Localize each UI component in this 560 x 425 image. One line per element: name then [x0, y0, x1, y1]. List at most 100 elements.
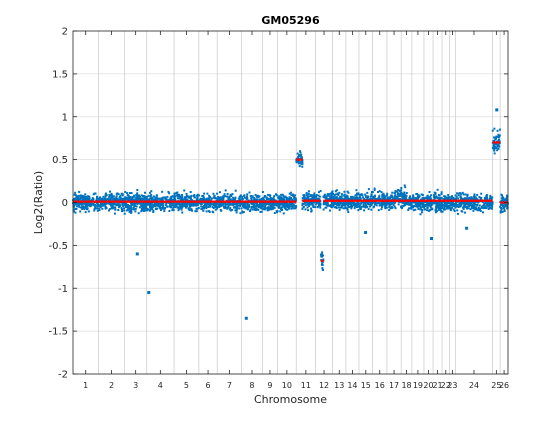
- data-point: [347, 206, 350, 209]
- data-point: [253, 208, 256, 211]
- data-point: [214, 208, 217, 211]
- data-point: [296, 161, 299, 164]
- data-point: [188, 202, 191, 205]
- data-point: [170, 204, 173, 207]
- data-point: [212, 211, 215, 214]
- data-point: [232, 196, 235, 199]
- data-point: [142, 198, 145, 201]
- data-point: [434, 211, 437, 214]
- y-tick-label: -1.5: [48, 327, 68, 338]
- data-point: [135, 194, 138, 197]
- data-point: [421, 198, 424, 201]
- data-point: [163, 210, 166, 213]
- data-point: [453, 204, 456, 207]
- data-point: [288, 206, 291, 209]
- data-point: [86, 207, 89, 210]
- data-point: [196, 202, 199, 205]
- data-point: [293, 204, 296, 207]
- data-point: [429, 206, 432, 209]
- data-point: [155, 208, 158, 211]
- data-point: [287, 199, 290, 202]
- data-point: [497, 135, 500, 138]
- data-point: [172, 198, 175, 201]
- y-tick-label: 2: [62, 27, 68, 38]
- data-point: [403, 191, 406, 194]
- data-point: [261, 205, 264, 208]
- data-point: [189, 191, 192, 194]
- data-point: [154, 198, 157, 201]
- x-tick-label-chr-11: 11: [301, 381, 311, 390]
- data-point: [377, 209, 380, 212]
- data-point: [439, 204, 442, 207]
- data-point: [301, 165, 304, 168]
- data-point: [130, 192, 133, 195]
- data-point: [216, 202, 219, 205]
- data-point: [94, 204, 97, 207]
- data-point: [486, 197, 489, 200]
- data-point: [459, 204, 462, 207]
- data-point: [318, 195, 321, 198]
- data-point: [344, 207, 347, 210]
- data-point: [172, 203, 175, 206]
- data-point: [316, 201, 319, 204]
- data-point: [195, 198, 198, 201]
- data-point: [472, 209, 475, 212]
- data-point: [478, 208, 481, 211]
- data-point: [279, 210, 282, 213]
- data-point: [217, 195, 220, 198]
- data-point: [488, 202, 491, 205]
- data-point: [288, 197, 291, 200]
- data-point: [388, 197, 391, 200]
- data-point: [150, 193, 153, 196]
- data-point: [411, 197, 414, 200]
- data-point: [84, 202, 87, 205]
- data-point: [278, 206, 281, 209]
- data-point: [97, 197, 100, 200]
- data-point: [446, 196, 449, 199]
- data-point: [418, 203, 421, 206]
- data-point: [144, 209, 147, 212]
- data-point: [501, 198, 504, 201]
- data-point: [305, 192, 308, 195]
- data-point: [319, 202, 322, 205]
- data-point: [309, 203, 312, 206]
- data-point: [283, 198, 286, 201]
- data-point: [497, 145, 500, 148]
- data-point: [145, 195, 148, 198]
- data-point: [457, 197, 460, 200]
- data-point: [113, 202, 116, 205]
- data-point: [195, 210, 198, 213]
- data-point: [314, 203, 317, 206]
- data-point: [229, 198, 232, 201]
- data-point: [159, 199, 162, 202]
- data-point: [417, 201, 420, 204]
- data-point: [440, 196, 443, 199]
- data-point: [447, 201, 450, 204]
- data-point: [319, 206, 322, 209]
- data-point: [323, 194, 326, 197]
- chart-title: GM05296: [261, 14, 320, 27]
- data-point: [481, 200, 484, 203]
- data-point: [260, 199, 263, 202]
- x-tick-label-chr-2: 2: [109, 381, 114, 390]
- data-point: [322, 208, 325, 211]
- data-point: [161, 197, 164, 200]
- data-point: [290, 194, 293, 197]
- data-point: [376, 202, 379, 205]
- data-point: [221, 202, 224, 205]
- data-point: [202, 194, 205, 197]
- data-point: [178, 193, 181, 196]
- data-point: [411, 204, 414, 207]
- data-point: [283, 205, 286, 208]
- data-point: [223, 193, 226, 196]
- data-point: [260, 210, 263, 213]
- data-point: [362, 197, 365, 200]
- data-point: [178, 194, 181, 197]
- data-point: [423, 201, 426, 204]
- data-point: [229, 193, 232, 196]
- data-point: [239, 198, 242, 201]
- data-point: [149, 191, 152, 194]
- data-point: [338, 206, 341, 209]
- data-point: [384, 205, 387, 208]
- data-point: [253, 206, 256, 209]
